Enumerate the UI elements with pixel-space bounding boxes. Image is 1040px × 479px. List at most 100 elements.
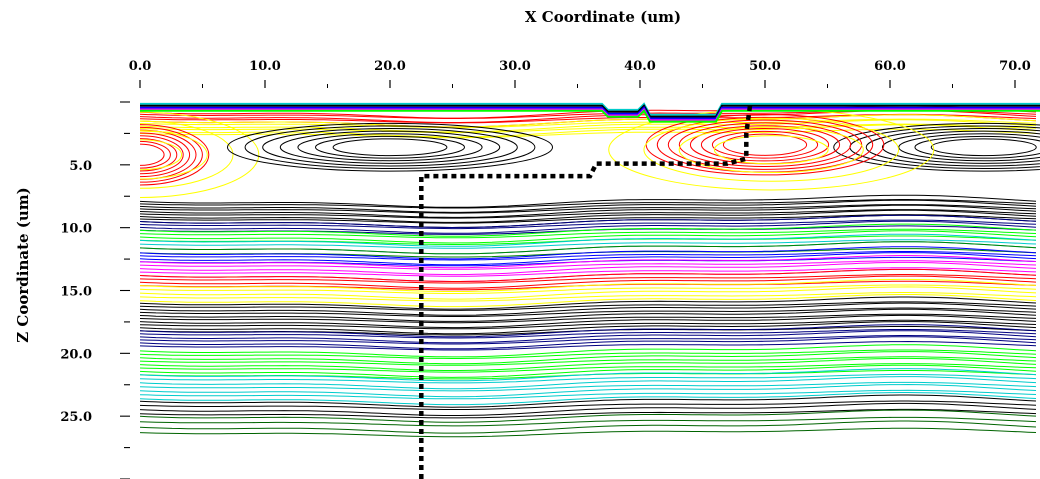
contour-line xyxy=(140,427,1037,438)
contour-line xyxy=(297,133,483,162)
x-tick-label: 60.0 xyxy=(874,59,906,74)
contour-line xyxy=(332,138,448,157)
contour-line xyxy=(140,255,1037,269)
contour-line xyxy=(140,344,1037,358)
surface-contour xyxy=(140,106,1040,120)
contour-line xyxy=(140,330,1037,344)
contour-line xyxy=(930,138,1037,157)
contour-line xyxy=(140,132,191,178)
x-axis-title: X Coordinate (um) xyxy=(525,8,681,26)
x-tick-label: 40.0 xyxy=(624,59,656,74)
y-tick-label: 20.0 xyxy=(60,347,92,362)
contour-line xyxy=(140,223,1037,237)
contour-line xyxy=(140,214,1037,224)
y-tick-label: 10.0 xyxy=(60,222,92,237)
contour-line xyxy=(140,194,1037,208)
contour-line xyxy=(140,313,1037,324)
contour-line xyxy=(140,329,1037,339)
x-tick-label: 20.0 xyxy=(374,59,406,74)
x-tick-label: 0.0 xyxy=(129,59,152,74)
contour-line xyxy=(140,409,1037,423)
contour-line xyxy=(140,209,1037,219)
contour-line xyxy=(140,126,203,183)
contour-line xyxy=(140,340,1037,351)
contour-line xyxy=(140,220,1037,234)
contour-line xyxy=(140,400,1037,410)
contour-line xyxy=(140,357,1037,371)
contour-line xyxy=(140,307,1037,317)
contour-line xyxy=(140,251,1037,261)
x-axis-ticks: 0.0 10.0 20.0 30.0 40.0 50.0 60.0 70.0 xyxy=(129,59,1031,88)
contour-line xyxy=(700,128,830,162)
contour-line xyxy=(140,351,1037,365)
contour-line xyxy=(140,319,1037,330)
contour-line xyxy=(140,389,1037,400)
contour-line xyxy=(140,230,1037,244)
contour-line xyxy=(140,420,1037,434)
contour-line xyxy=(914,135,1040,159)
contour-line xyxy=(140,364,1037,378)
contour-line xyxy=(140,204,1037,218)
contour-line xyxy=(140,143,165,166)
y-tick-label: 5.0 xyxy=(69,159,92,174)
contour-line xyxy=(140,402,1037,416)
contour-line xyxy=(140,324,1037,338)
contour-line xyxy=(140,373,1037,384)
contour-line xyxy=(678,126,864,174)
contour-line xyxy=(140,416,1037,427)
contour-line xyxy=(140,123,1037,134)
contour-line xyxy=(140,246,1037,260)
contour-line xyxy=(645,114,885,176)
contour-line xyxy=(140,239,1037,249)
contour-line xyxy=(140,284,1037,294)
contour-line xyxy=(140,138,178,172)
contour-line xyxy=(140,292,1037,302)
x-tick-label: 50.0 xyxy=(749,59,781,74)
contour-line xyxy=(898,133,1040,162)
y-axis-title: Z Coordinate (um) xyxy=(14,187,32,343)
contour-line xyxy=(140,139,183,171)
contour-line xyxy=(711,130,819,159)
contour-line xyxy=(140,335,1037,345)
contour-line xyxy=(140,209,1037,223)
dotted-path-layer xyxy=(419,105,753,479)
contour-line xyxy=(140,267,1037,277)
dotted-path xyxy=(419,105,753,479)
contour-line xyxy=(315,135,465,159)
contour-line xyxy=(881,130,1040,164)
contour-line xyxy=(279,130,501,164)
contour-line xyxy=(140,394,1037,408)
contour-line xyxy=(140,296,1037,310)
plot-area xyxy=(140,102,1040,438)
x-tick-label: 30.0 xyxy=(499,59,531,74)
contour-line xyxy=(227,122,553,172)
contour-line xyxy=(140,219,1037,230)
contour-line xyxy=(140,336,1037,350)
contour-line xyxy=(140,233,1037,247)
contour-line xyxy=(140,241,1037,255)
contour-line xyxy=(262,128,518,167)
contour-line xyxy=(140,376,1037,390)
contour-line xyxy=(140,392,1037,406)
contour-line xyxy=(140,252,1037,266)
contour-line xyxy=(140,278,1037,292)
contour-line xyxy=(140,260,1037,270)
contour-line xyxy=(140,130,208,180)
contour-line xyxy=(140,286,1037,300)
contour-line xyxy=(140,228,1037,239)
contour-line xyxy=(140,261,1037,276)
contour-line xyxy=(244,125,536,170)
surface-contour xyxy=(140,109,1040,123)
contour-line xyxy=(140,301,1037,311)
contour-line xyxy=(833,122,1040,172)
contour-line xyxy=(140,381,1037,392)
contour-line xyxy=(140,349,1037,359)
contour-line xyxy=(140,120,234,189)
contour-line xyxy=(140,111,260,198)
contour-line xyxy=(643,117,900,182)
contour-line xyxy=(140,314,1037,329)
x-tick-label: 70.0 xyxy=(999,59,1031,74)
contour-line xyxy=(140,268,1037,282)
contour-line xyxy=(140,199,1037,209)
